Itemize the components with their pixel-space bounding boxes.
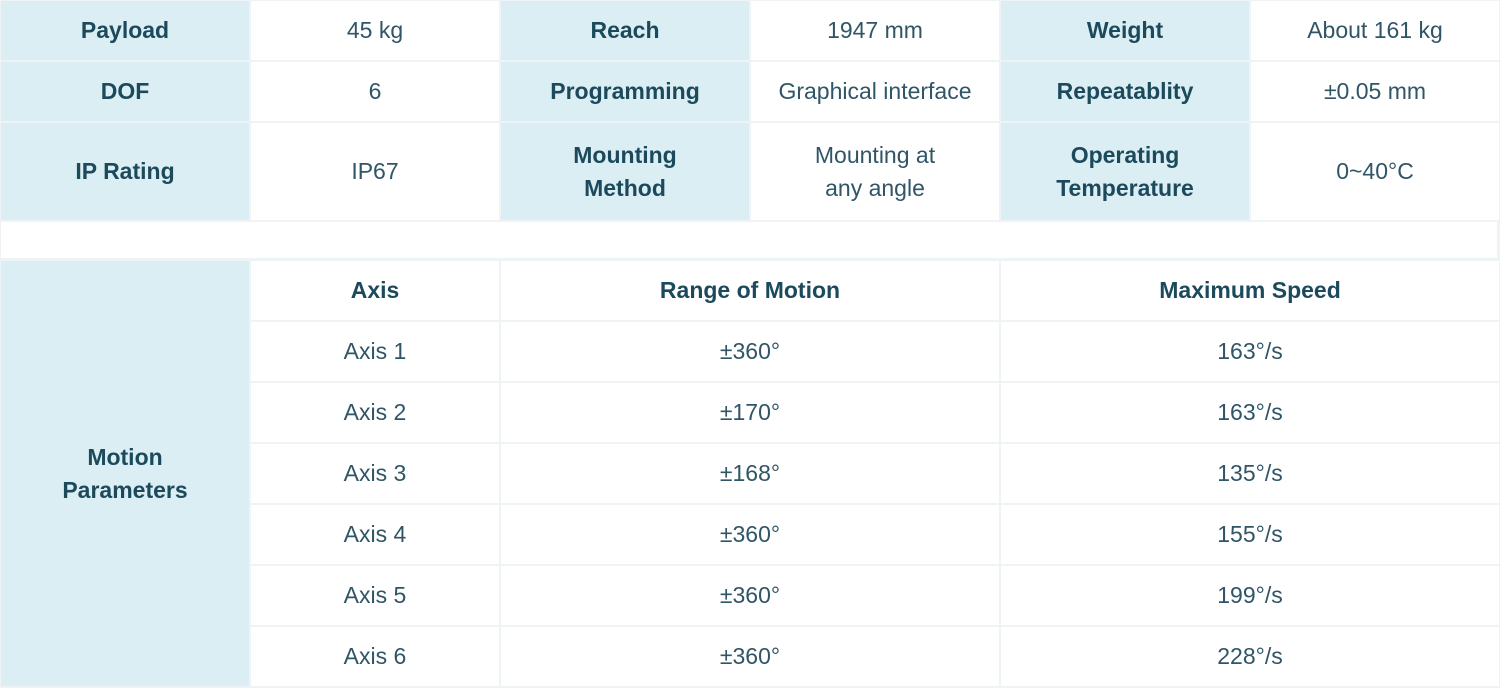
table-row: Axis 3 ±168° 135°/s (1, 444, 1499, 503)
axis-column-header: Axis (251, 261, 499, 320)
speed-column-header: Maximum Speed (1001, 261, 1499, 320)
repeatability-label: Repeatablity (1001, 62, 1249, 121)
axis-speed: 228°/s (1001, 627, 1499, 686)
table-row: Axis 6 ±360° 228°/s (1, 627, 1499, 686)
table-row: Axis 5 ±360° 199°/s (1, 566, 1499, 625)
reach-value: 1947 mm (751, 1, 999, 60)
table-row: Axis 4 ±360° 155°/s (1, 505, 1499, 564)
ip-rating-label: IP Rating (1, 123, 249, 220)
axis-range: ±360° (501, 627, 999, 686)
axis-name: Axis 5 (251, 566, 499, 625)
motion-parameters-label: Motion Parameters (1, 261, 249, 686)
axis-name: Axis 1 (251, 322, 499, 381)
axis-speed: 163°/s (1001, 322, 1499, 381)
motion-header-row: Motion Parameters Axis Range of Motion M… (1, 261, 1499, 686)
axis-speed: 163°/s (1001, 383, 1499, 442)
axis-range: ±360° (501, 322, 999, 381)
specifications-table: Payload 45 kg Reach 1947 mm Weight About… (0, 0, 1500, 222)
axis-speed: 135°/s (1001, 444, 1499, 503)
table-row: Axis 1 ±360° 163°/s (1, 322, 1499, 381)
operating-temperature-label: Operating Temperature (1001, 123, 1249, 220)
axis-speed: 155°/s (1001, 505, 1499, 564)
motion-parameters-table: Motion Parameters Axis Range of Motion M… (0, 259, 1500, 688)
axis-range: ±360° (501, 566, 999, 625)
axis-name: Axis 4 (251, 505, 499, 564)
dof-label: DOF (1, 62, 249, 121)
weight-label: Weight (1001, 1, 1249, 60)
axis-range: ±360° (501, 505, 999, 564)
table-row: Axis 2 ±170° 163°/s (1, 383, 1499, 442)
payload-value: 45 kg (251, 1, 499, 60)
axis-name: Axis 2 (251, 383, 499, 442)
dof-value: 6 (251, 62, 499, 121)
section-spacer (1, 222, 1497, 258)
programming-label: Programming (501, 62, 749, 121)
axis-range: ±170° (501, 383, 999, 442)
spec-row: IP Rating IP67 Mounting Method Mounting … (1, 123, 1499, 220)
spec-row: DOF 6 Programming Graphical interface Re… (1, 62, 1499, 121)
axis-speed: 199°/s (1001, 566, 1499, 625)
axis-range: ±168° (501, 444, 999, 503)
spec-row: Payload 45 kg Reach 1947 mm Weight About… (1, 1, 1499, 60)
axis-name: Axis 6 (251, 627, 499, 686)
mounting-method-label: Mounting Method (501, 123, 749, 220)
mounting-method-value: Mounting at any angle (751, 123, 999, 220)
operating-temperature-value: 0~40°C (1251, 123, 1499, 220)
axis-name: Axis 3 (251, 444, 499, 503)
payload-label: Payload (1, 1, 249, 60)
repeatability-value: ±0.05 mm (1251, 62, 1499, 121)
weight-value: About 161 kg (1251, 1, 1499, 60)
range-column-header: Range of Motion (501, 261, 999, 320)
reach-label: Reach (501, 1, 749, 60)
ip-rating-value: IP67 (251, 123, 499, 220)
programming-value: Graphical interface (751, 62, 999, 121)
